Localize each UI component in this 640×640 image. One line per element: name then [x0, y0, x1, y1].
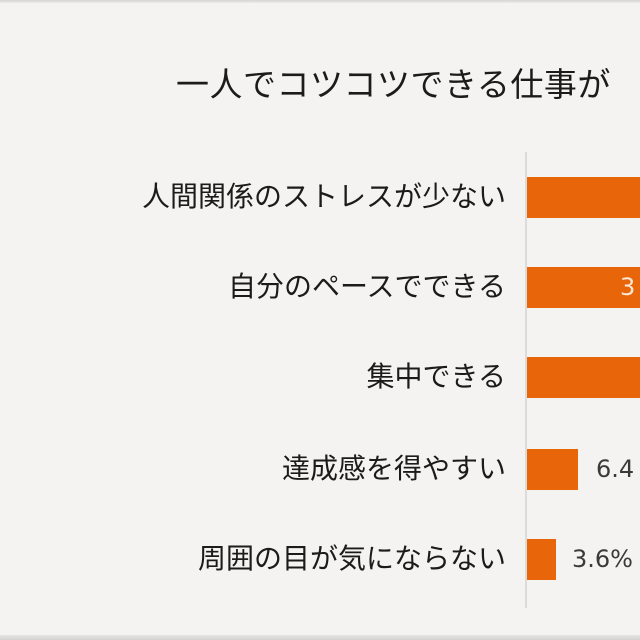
bar — [527, 177, 640, 218]
category-label: 自分のペースでできる — [227, 270, 506, 303]
bottom-border — [0, 635, 640, 640]
category-label: 周囲の目が気にならない — [197, 542, 506, 575]
category-label: 集中できる — [366, 360, 506, 393]
top-border — [0, 0, 640, 3]
category-label: 人間関係のストレスが少ない — [141, 180, 506, 213]
value-label: 3.6% — [572, 545, 633, 573]
category-label: 達成感を得やすい — [281, 452, 506, 485]
bar — [527, 357, 640, 398]
bar — [527, 539, 556, 580]
value-label: 6.4 — [596, 455, 635, 483]
value-label: 3 — [620, 273, 636, 301]
bar — [527, 449, 578, 490]
chart-title: 一人でコツコツできる仕事が — [176, 65, 611, 104]
category-axis-line — [525, 152, 527, 608]
bar — [527, 267, 640, 308]
